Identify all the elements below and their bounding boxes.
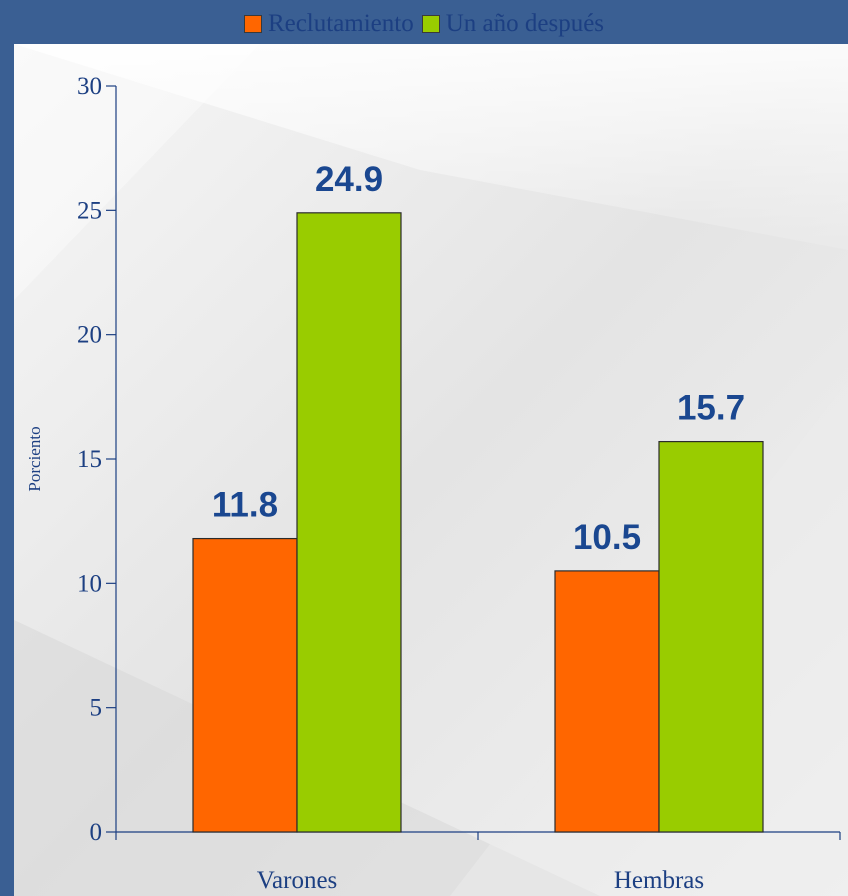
legend-item-un-ano-despues: Un año después — [421, 10, 605, 38]
legend-label-reclutamiento: Reclutamiento — [267, 10, 414, 37]
bar — [658, 440, 764, 833]
legend-label-un-ano-despues: Un año después — [445, 10, 605, 37]
bar-data-label: 15.7 — [677, 389, 745, 428]
chart-legend: Reclutamiento Un año después — [0, 8, 848, 40]
bar — [296, 212, 402, 833]
bar-data-label: 24.9 — [315, 160, 383, 199]
y-tick-label: 10 — [77, 570, 102, 597]
y-tick-label: 5 — [90, 695, 103, 722]
x-category-label: Hembras — [614, 867, 704, 894]
y-tick-label: 25 — [77, 197, 102, 224]
y-tick-label: 15 — [77, 446, 102, 473]
x-category-label: Varones — [257, 867, 338, 894]
y-axis-label: Porciento — [25, 426, 44, 491]
bar — [554, 570, 660, 833]
y-tick-label: 0 — [90, 819, 103, 846]
legend-swatch-reclutamiento — [243, 15, 262, 33]
legend-item-reclutamiento: Reclutamiento — [243, 10, 414, 38]
bar-data-label: 10.5 — [573, 518, 641, 557]
bar-data-label: 11.8 — [212, 486, 278, 525]
y-tick-label: 30 — [77, 73, 102, 100]
y-tick-label: 20 — [77, 322, 102, 349]
legend-swatch-un-ano-despues — [421, 15, 440, 33]
bar — [192, 537, 298, 833]
